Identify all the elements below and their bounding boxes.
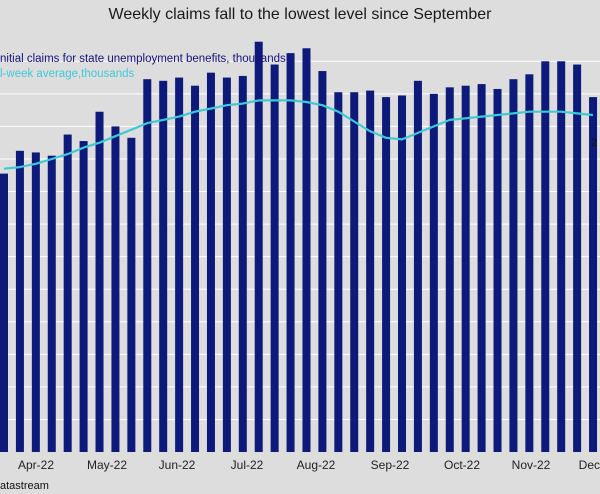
claims-bar bbox=[47, 155, 56, 453]
source-label: atastream bbox=[0, 480, 49, 492]
claims-bar bbox=[302, 48, 311, 452]
x-tick-label: Dec bbox=[579, 458, 600, 472]
claims-bar bbox=[461, 85, 470, 452]
claims-bar bbox=[589, 97, 598, 452]
claims-bar bbox=[238, 75, 247, 452]
x-tick-label: May-22 bbox=[87, 458, 127, 472]
claims-bar bbox=[95, 111, 104, 453]
claims-bar bbox=[206, 72, 215, 453]
claims-bar bbox=[111, 126, 120, 453]
x-tick-label: Aug-22 bbox=[297, 458, 336, 472]
claims-bar bbox=[429, 93, 438, 452]
claims-bar bbox=[127, 137, 136, 452]
claims-bar bbox=[0, 173, 8, 452]
claims-bar bbox=[445, 87, 454, 452]
claims-bar bbox=[79, 141, 88, 452]
claims-bar bbox=[541, 61, 550, 452]
x-tick-label: Nov-22 bbox=[512, 458, 551, 472]
x-tick-label: Jul-22 bbox=[231, 458, 264, 472]
x-tick-label: Jun-22 bbox=[159, 458, 196, 472]
claims-bar bbox=[270, 64, 279, 452]
claims-bar bbox=[509, 79, 518, 453]
claims-bar bbox=[286, 53, 295, 452]
claims-bar bbox=[350, 92, 359, 452]
claims-bar bbox=[63, 134, 72, 453]
claims-bar bbox=[143, 79, 152, 453]
claims-bar bbox=[334, 92, 343, 452]
claims-bar bbox=[31, 152, 40, 452]
claims-bar bbox=[254, 41, 263, 453]
claims-bar bbox=[493, 88, 502, 453]
claims-bar bbox=[413, 80, 422, 452]
claims-bar bbox=[382, 97, 391, 452]
chart-title: Weekly claims fall to the lowest level s… bbox=[109, 6, 493, 23]
x-axis-ticks: Apr-22 May-22 Jun-22 Jul-22 Aug-22 Sep-22 Oct-… bbox=[18, 458, 600, 472]
claims-bar bbox=[159, 80, 168, 452]
average-line bbox=[3, 99, 594, 170]
claims-bar bbox=[366, 90, 375, 453]
claims-bar bbox=[573, 64, 582, 452]
claims-bar bbox=[15, 150, 24, 452]
x-tick-label: Oct-22 bbox=[444, 458, 480, 472]
claims-bar bbox=[477, 84, 486, 453]
x-tick-label: Apr-22 bbox=[18, 458, 54, 472]
legend-average: l-week average,thousands bbox=[0, 68, 134, 80]
end-value-label: 2 bbox=[591, 137, 597, 149]
average-line-series bbox=[3, 99, 594, 170]
claims-bar bbox=[222, 77, 231, 452]
claims-bar bbox=[191, 85, 200, 452]
claims-bar bbox=[557, 61, 566, 452]
x-tick-label: Sep-22 bbox=[371, 458, 410, 472]
claims-bar bbox=[398, 95, 406, 452]
claims-bar bbox=[525, 74, 534, 452]
claims-bar bbox=[318, 71, 327, 452]
bar-series bbox=[0, 41, 598, 453]
legend-claims: nitial claims for state unemployment ben… bbox=[0, 53, 286, 65]
claims-bar bbox=[175, 77, 184, 452]
